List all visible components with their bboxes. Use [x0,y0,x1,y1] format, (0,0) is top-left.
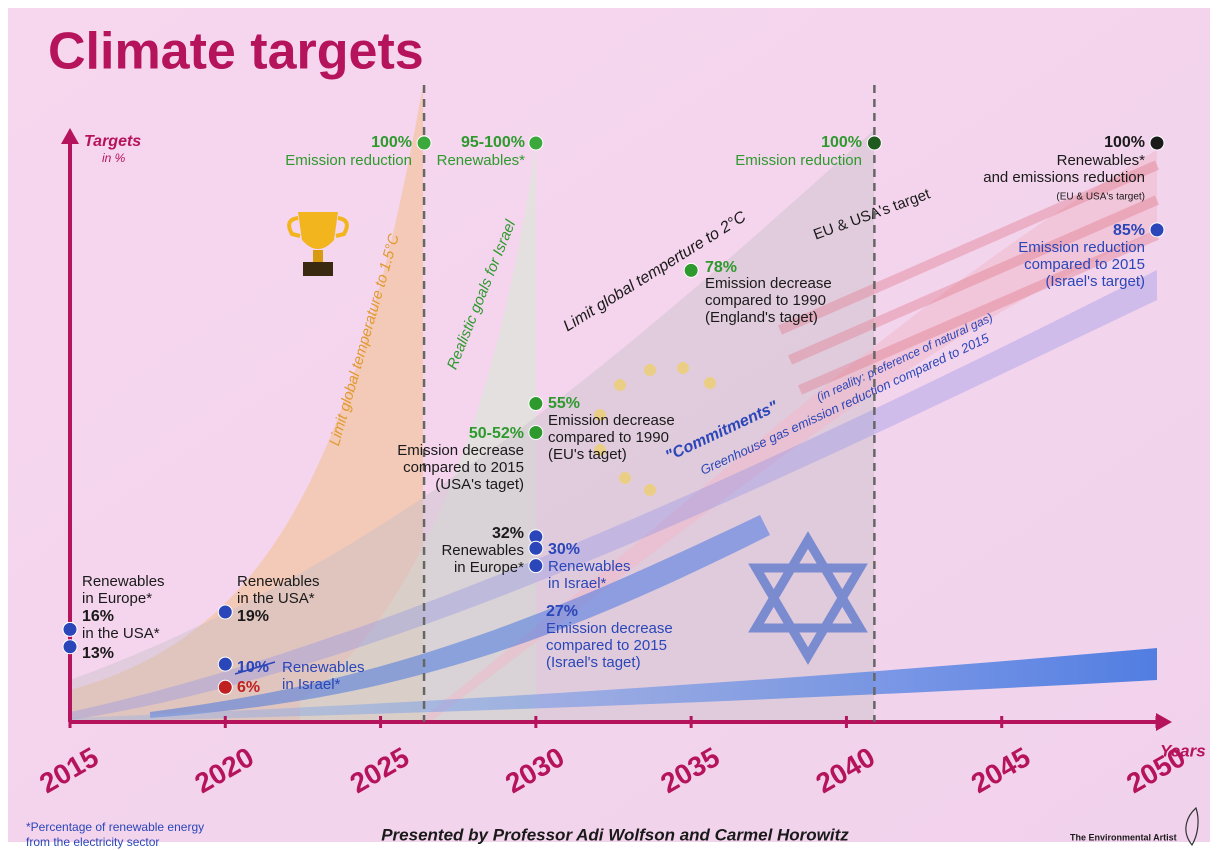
value-label: 16% [82,608,114,625]
target-dot [529,559,543,573]
target-dot [1150,136,1164,150]
value-label: 100% [371,134,412,151]
target-text: Emission reduction [1018,239,1145,256]
target-dot [218,680,232,694]
target-text: and emissions reduction [983,169,1145,186]
target-dot [1150,223,1164,237]
value-label: 100% [821,134,862,151]
target-dot [218,605,232,619]
target-text: (USA's taget) [435,476,524,493]
target-text: compared to 2015 [403,459,524,476]
target-text: Renewables [237,573,320,590]
target-text: in Europe* [82,590,152,607]
value-label: 6% [237,679,260,696]
value-label: 32% [492,525,524,542]
target-text: Renewables [82,573,165,590]
value-label: 10% [237,659,269,676]
target-text: Renewables [282,659,365,676]
target-text: Emission decrease [548,412,675,429]
target-text: (EU's taget) [548,446,627,463]
target-dot [867,136,881,150]
value-label: 13% [82,645,114,662]
target-dot [529,136,543,150]
target-text: in Israel* [548,575,607,592]
target-text: Emission reduction [285,152,412,169]
target-dot [218,657,232,671]
y-axis-unit: in % [102,151,126,165]
target-dot [529,426,543,440]
target-text: (Israel's target) [1045,273,1145,290]
target-text: compared to 2015 [1024,256,1145,273]
target-text: in the USA* [82,625,160,642]
target-dot [529,397,543,411]
target-text: in the USA* [237,590,315,607]
target-text: Emission decrease [397,442,524,459]
target-text: (England's taget) [705,309,818,326]
target-dot [63,622,77,636]
value-label: 27% [546,603,578,620]
target-text: Emission decrease [546,620,673,637]
value-label: 100% [1104,134,1145,151]
infographic: Climate targets Targets in % Years Limit… [0,0,1218,850]
target-text: in Europe* [454,559,524,576]
value-label: 78% [705,259,737,276]
target-text: compared to 1990 [705,292,826,309]
target-text: (Israel's taget) [546,654,641,671]
value-label: 50-52% [469,425,524,442]
target-text: Renewables [441,542,524,559]
target-text: in Israel* [282,676,341,693]
footnote: *Percentage of renewable energy [26,820,204,834]
target-dot [63,640,77,654]
target-dot [417,136,431,150]
target-dot [529,541,543,555]
title: Climate targets [48,23,424,81]
target-note: (EU & USA's target) [1056,192,1145,203]
target-text: compared to 2015 [546,637,667,654]
target-dot [684,263,698,277]
credit: Presented by Professor Adi Wolfson and C… [381,825,849,844]
target-text: Renewables* [437,152,526,169]
target-text: compared to 1990 [548,429,669,446]
footnote: from the electricity sector [26,835,159,849]
value-label: 30% [548,541,580,558]
logo: The Environmental Artist [1070,832,1177,842]
y-axis-label: Targets [84,133,141,150]
target-text: Emission decrease [705,275,832,292]
target-text: Emission reduction [735,152,862,169]
value-label: 85% [1113,222,1145,239]
target-text: Renewables* [1057,152,1146,169]
value-label: 19% [237,608,269,625]
value-label: 55% [548,395,580,412]
target-text: Renewables [548,558,631,575]
value-label: 95-100% [461,134,525,151]
